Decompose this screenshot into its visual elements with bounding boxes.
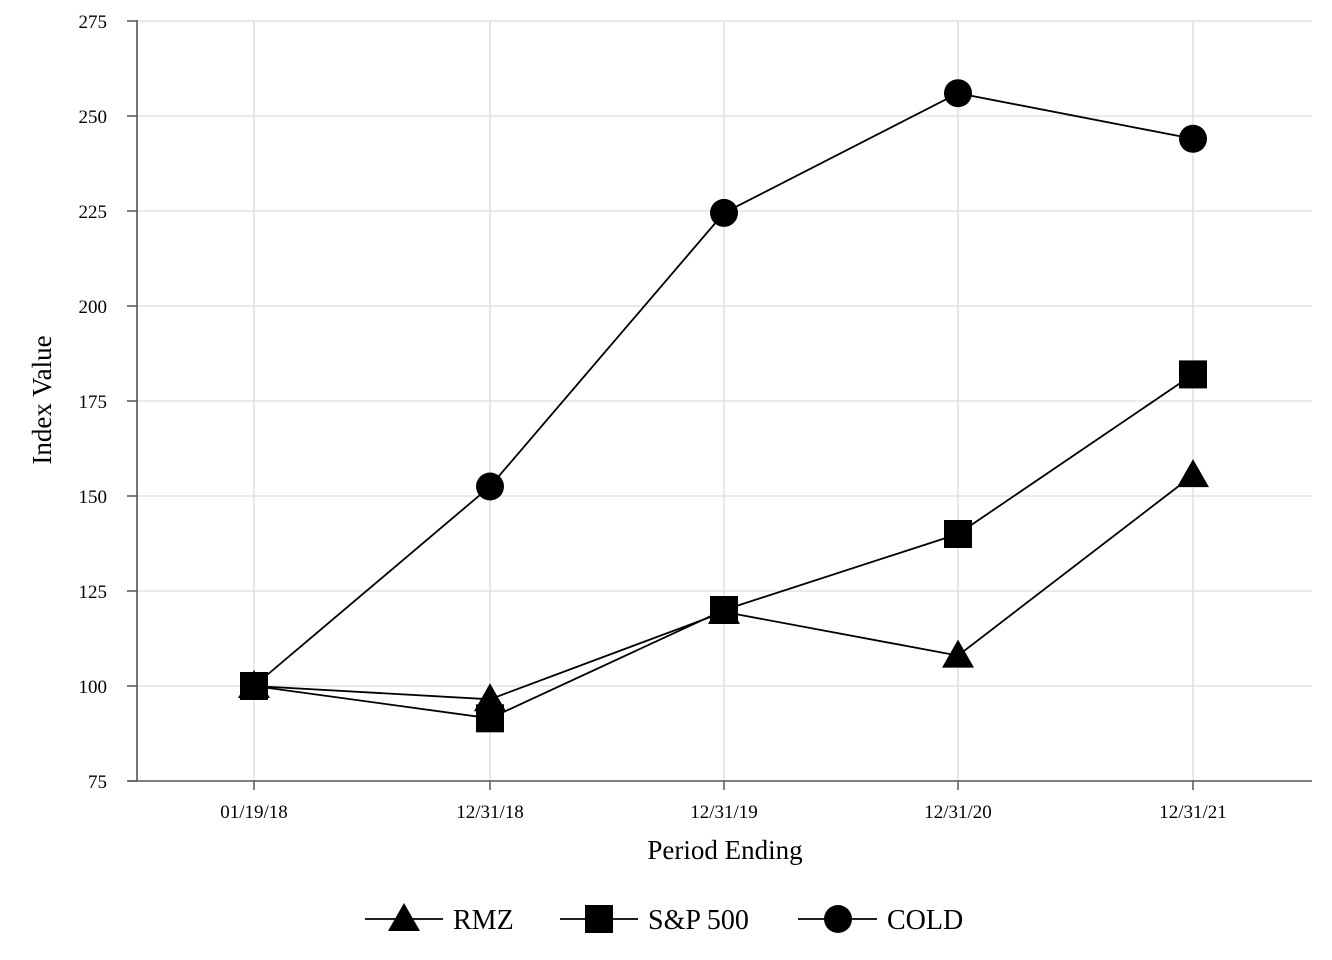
y-axis-label: Index Value	[27, 335, 57, 464]
x-tick-label: 12/31/18	[456, 802, 524, 823]
data-point-cold	[710, 198, 738, 227]
legend-label: COLD	[887, 905, 963, 936]
legend-item-rmz: RMZ	[365, 903, 514, 936]
y-tick-label: 150	[79, 487, 108, 508]
y-tick-label: 250	[79, 107, 108, 128]
x-tick-label: 01/19/18	[220, 802, 288, 823]
y-tick-label: 175	[79, 392, 108, 413]
legend-marker	[824, 905, 852, 933]
x-axis-label: Period Ending	[647, 835, 802, 865]
data-point-rmz	[1177, 459, 1209, 488]
y-tick-label: 225	[79, 202, 108, 223]
grid-lines	[137, 20, 1312, 781]
legend-item-s-p-500: S&P 500	[560, 905, 749, 936]
y-axis-ticks: 75 100 125 150 175 200 225 250 275	[79, 12, 137, 793]
data-point-s-p-500	[1179, 360, 1207, 389]
y-tick-label: 200	[79, 297, 108, 318]
legend-label: RMZ	[453, 905, 514, 936]
y-tick-label: 125	[79, 582, 108, 603]
y-tick-label: 275	[79, 12, 108, 33]
y-tick-label: 75	[88, 772, 107, 793]
data-point-cold	[476, 472, 504, 501]
legend-label: S&P 500	[648, 905, 749, 936]
x-tick-label: 12/31/20	[924, 802, 992, 823]
data-point-cold	[944, 79, 972, 108]
y-tick-label: 100	[79, 677, 108, 698]
legend-item-cold: COLD	[798, 905, 963, 936]
legend: RMZ S&P 500 COLD	[365, 903, 963, 936]
data-point-s-p-500	[710, 596, 738, 624]
legend-marker	[585, 905, 613, 933]
data-point-s-p-500	[476, 704, 504, 733]
x-tick-label: 12/31/19	[690, 802, 758, 823]
x-tick-label: 12/31/21	[1159, 802, 1227, 823]
data-point-rmz	[942, 639, 974, 668]
data-point-s-p-500	[944, 520, 972, 548]
legend-marker	[388, 903, 420, 931]
data-point-cold	[1179, 124, 1207, 153]
x-axis-ticks: 01/19/18 12/31/18 12/31/19 12/31/20 12/31/21	[220, 781, 1227, 823]
series-group	[238, 79, 1209, 733]
data-point-cold	[240, 672, 268, 700]
